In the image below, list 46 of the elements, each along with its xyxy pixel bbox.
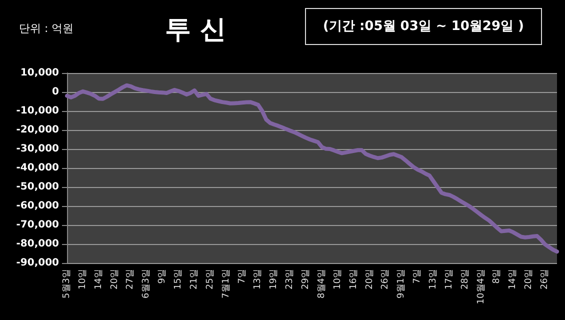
- x-tick-label: 25일: [205, 269, 216, 290]
- x-tick-label: 7월1일: [221, 269, 232, 298]
- x-tick-label: 20일: [524, 269, 534, 290]
- x-tick-label: 5월3일: [62, 269, 72, 298]
- x-tick-label: 20일: [110, 269, 120, 290]
- x-tick-label: 16일: [348, 269, 359, 290]
- y-axis-title: 단위 : 억원: [19, 22, 74, 35]
- line-series: [65, 83, 559, 254]
- x-tick-label: 7일: [237, 269, 248, 284]
- x-tick-label: 20일: [364, 269, 375, 290]
- chart-title: 투 신: [165, 15, 226, 45]
- x-tick-label: 17일: [444, 269, 454, 290]
- x-tick-label: 14일: [508, 269, 518, 290]
- x-tick-label: 26일: [380, 269, 391, 290]
- y-tick-label: -80,000: [16, 238, 60, 250]
- y-tick-label: -50,000: [16, 182, 60, 192]
- x-tick-label: 26일: [540, 269, 550, 290]
- y-tick-label: -70,000: [16, 220, 60, 230]
- y-tick-label: -30,000: [16, 144, 60, 154]
- x-tick-label: 23일: [285, 269, 296, 290]
- x-tick-label: 15일: [174, 269, 184, 290]
- x-tick-label: 10일: [332, 269, 343, 290]
- x-tick-label: 9월1일: [396, 269, 407, 298]
- y-tick-label: -10,000: [16, 106, 60, 116]
- x-tick-label: 14일: [94, 269, 104, 290]
- x-tick-label: 28일: [460, 269, 470, 290]
- x-tick-label: 8일: [492, 269, 502, 284]
- x-tick-label: 21일: [189, 269, 200, 290]
- x-tick-label: 9일: [158, 269, 168, 284]
- y-tick-label: 0: [52, 86, 60, 98]
- chart-subtitle: (기간 :05월 03일 ~ 10월29일 ): [323, 19, 524, 34]
- x-tick-label: 13일: [428, 269, 439, 290]
- x-tick-label: 8월4일: [316, 269, 327, 298]
- y-tick-label: -40,000: [16, 162, 60, 174]
- y-tick-label: -90,000: [16, 258, 60, 268]
- y-tick-label: -20,000: [16, 124, 60, 136]
- x-tick-label: 6월3일: [142, 269, 152, 298]
- y-tick-label: -60,000: [16, 200, 60, 212]
- x-tick-label: 19일: [269, 269, 280, 290]
- x-tick-label: 29일: [301, 269, 312, 290]
- x-tick-label: 7일: [412, 269, 423, 284]
- x-tick-label: 10일: [78, 269, 88, 290]
- x-tick-label: 10월4일: [476, 269, 486, 304]
- x-tick-label: 27일: [126, 269, 136, 290]
- y-tick-label: 10,000: [20, 68, 60, 78]
- x-tick-label: 13일: [253, 269, 264, 290]
